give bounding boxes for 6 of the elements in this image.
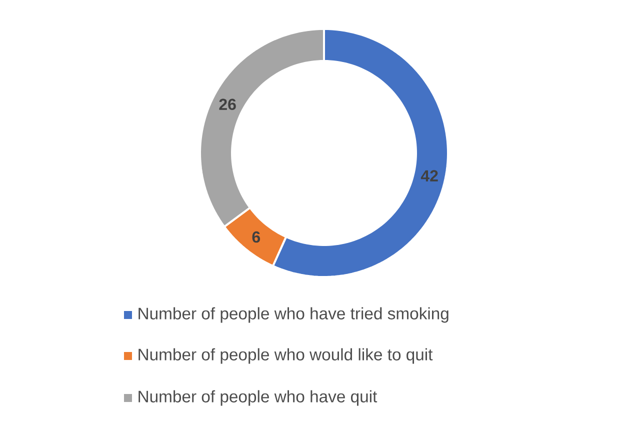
data-label: 6	[252, 231, 260, 243]
data-label: 26	[219, 98, 236, 110]
legend-label: Number of people who have tried smoking	[138, 307, 448, 323]
legend-label: Number of people who have quit	[138, 390, 378, 406]
legend-label: Number of people who would like to quit	[138, 348, 433, 364]
data-label: 42	[420, 170, 438, 182]
